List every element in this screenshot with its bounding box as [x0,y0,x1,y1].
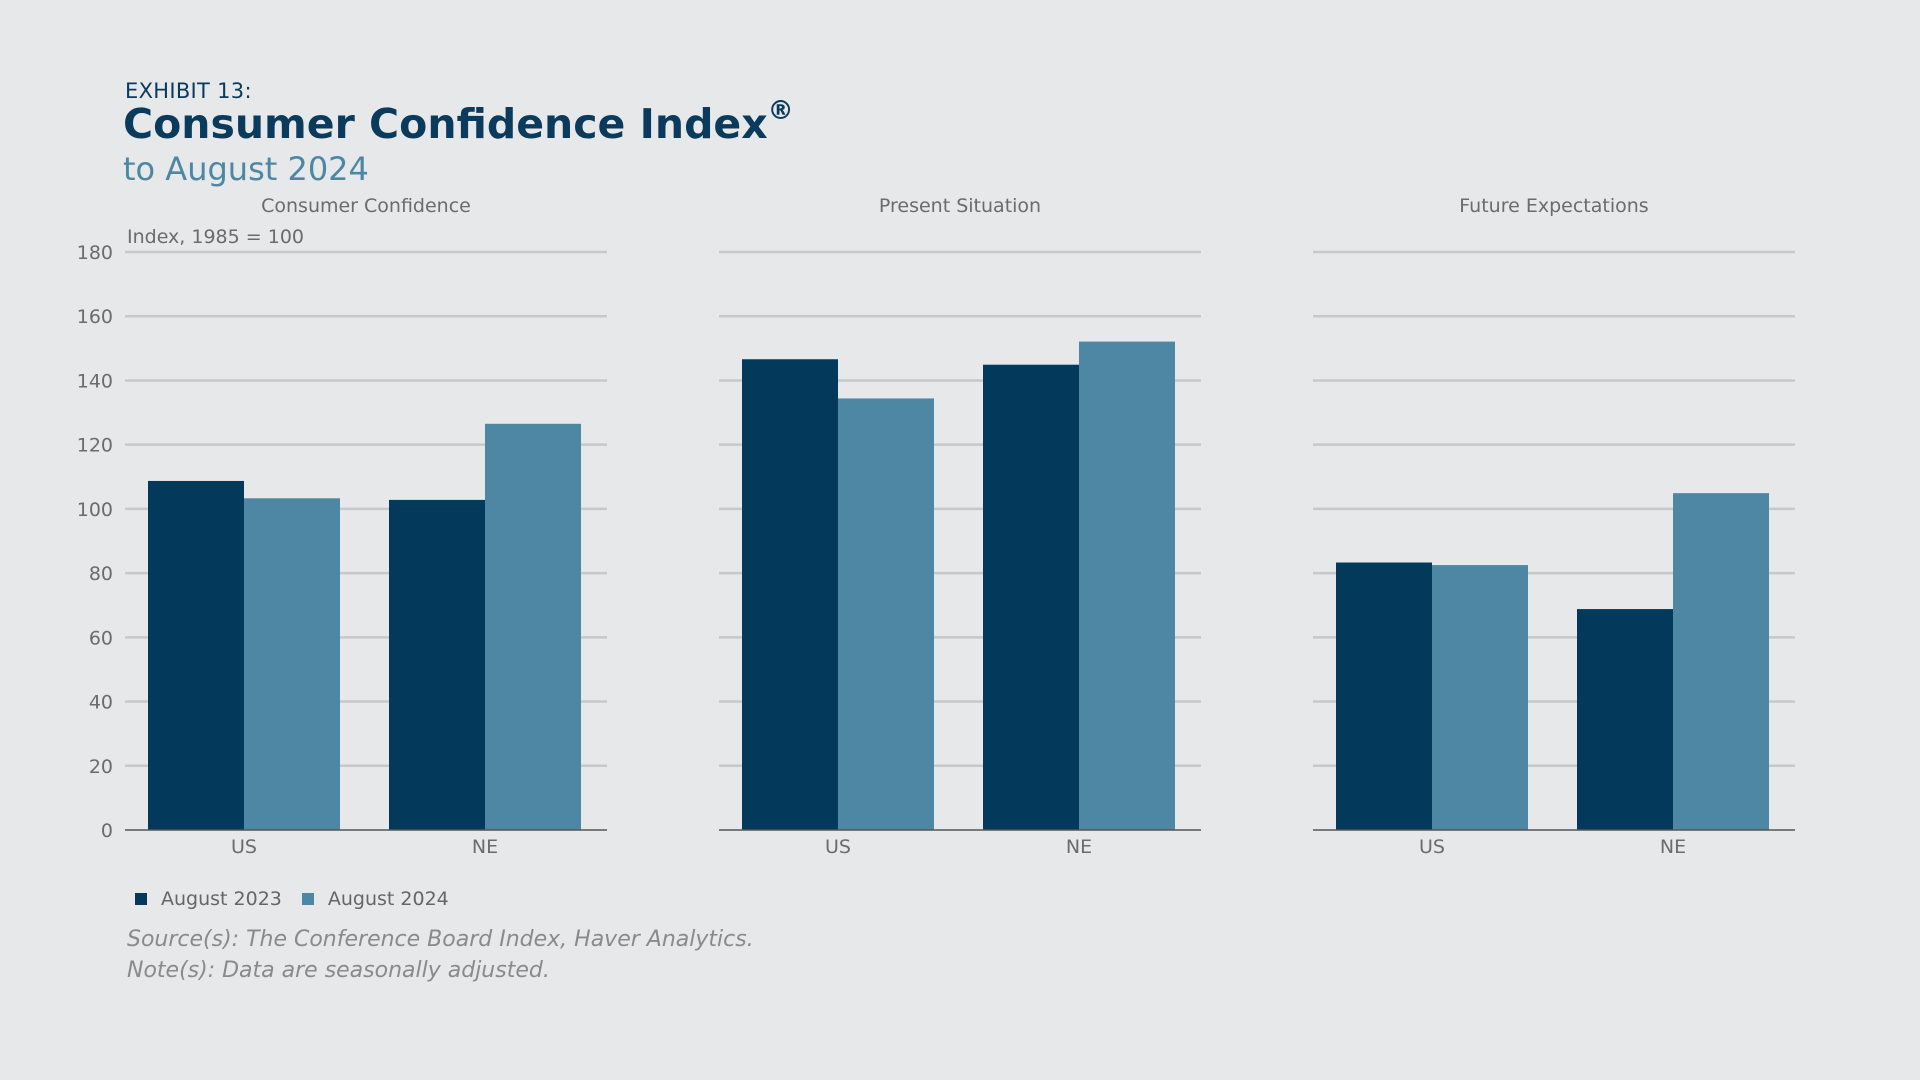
legend-label-august-2024: August 2024 [327,888,449,910]
bar-future-expectations-ne-august-2023 [1577,609,1673,830]
x-tick-present-situation-us: US [825,836,851,858]
registered-mark: ® [767,96,794,127]
data-note: Note(s): Data are seasonally adjusted. [127,958,550,983]
legend: August 2023 August 2024 [135,888,469,910]
y-tick-140: 140 [77,370,113,392]
bar-present-situation-ne-august-2024 [1079,341,1175,830]
x-tick-consumer-confidence-ne: NE [472,836,498,858]
y-tick-120: 120 [77,435,113,457]
bar-consumer-confidence-ne-august-2023 [389,499,485,830]
x-tick-present-situation-ne: NE [1066,836,1092,858]
y-axis-label: Index, 1985 = 100 [127,226,304,248]
y-tick-100: 100 [77,499,113,521]
bar-present-situation-us-august-2023 [742,359,838,830]
bar-present-situation-us-august-2024 [838,398,934,830]
legend-swatch-august-2024 [301,893,314,905]
y-tick-40: 40 [89,692,113,714]
bar-future-expectations-us-august-2023 [1336,562,1432,830]
legend-label-august-2023: August 2023 [161,888,282,910]
panel-title-future-expectations: Future Expectations [1459,195,1648,217]
bar-future-expectations-us-august-2024 [1432,565,1528,830]
page-title: Consumer Confidence Index® [123,96,794,148]
bar-present-situation-ne-august-2023 [983,364,1079,830]
exhibit-label: EXHIBIT 13: [125,79,252,103]
bar-consumer-confidence-us-august-2024 [244,498,340,830]
x-tick-future-expectations-us: US [1419,836,1445,858]
x-tick-consumer-confidence-us: US [231,836,257,858]
bar-consumer-confidence-us-august-2023 [148,480,244,830]
bar-consumer-confidence-ne-august-2024 [485,423,581,830]
legend-item-august-2024: August 2024 [301,888,449,910]
y-tick-160: 160 [77,306,113,328]
page-subtitle: to August 2024 [123,150,369,188]
panel-title-consumer-confidence: Consumer Confidence [261,195,471,217]
y-tick-80: 80 [89,563,113,585]
x-tick-future-expectations-ne: NE [1660,836,1686,858]
legend-item-august-2023: August 2023 [135,888,282,910]
source-note: Source(s): The Conference Board Index, H… [127,927,754,952]
bar-future-expectations-ne-august-2024 [1673,493,1769,830]
footnotes: Source(s): The Conference Board Index, H… [127,924,754,986]
y-tick-60: 60 [89,627,113,649]
panel-title-present-situation: Present Situation [879,195,1041,217]
y-tick-180: 180 [77,242,113,264]
charts-area: Consumer Confidence US NE Present Situation… [77,195,1795,858]
title-text: Consumer Confidence Index [123,100,768,148]
y-tick-20: 20 [89,756,113,778]
legend-swatch-august-2023 [135,893,147,905]
y-tick-0: 0 [101,820,113,842]
